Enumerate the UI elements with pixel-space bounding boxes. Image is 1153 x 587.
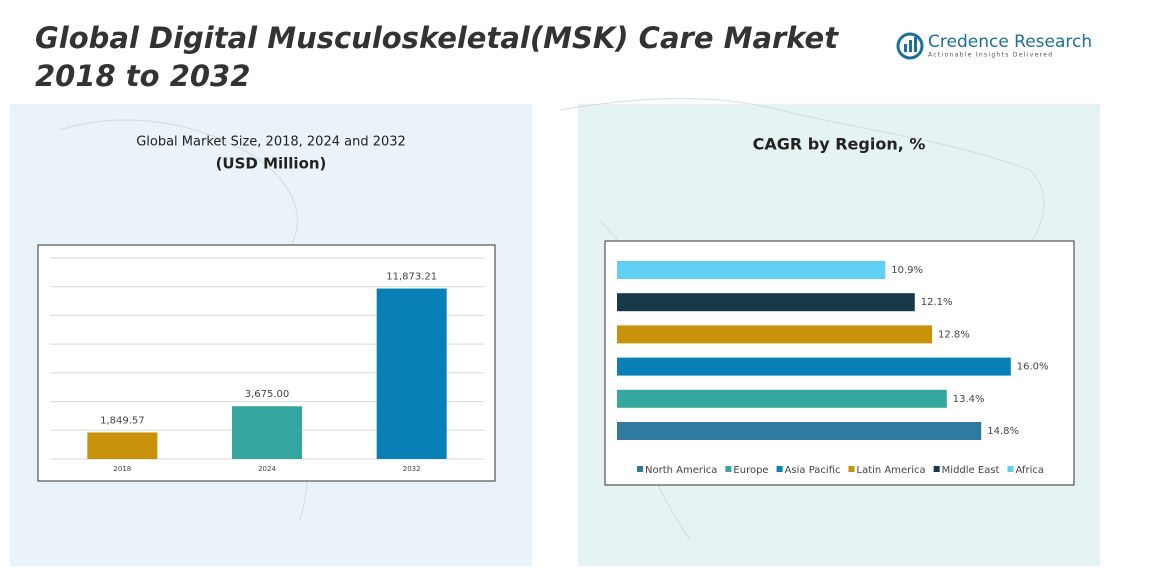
chart-subtitle: (USD Million): [216, 155, 327, 173]
x-tick-label: 2018: [113, 465, 131, 473]
legend-label: Middle East: [942, 465, 1000, 476]
legend-swatch: [776, 466, 783, 472]
legend-swatch: [933, 466, 940, 472]
logo-text: Credence Research: [928, 32, 1092, 52]
bar: [617, 325, 933, 344]
bar: [617, 293, 915, 312]
legend-swatch: [725, 466, 732, 472]
value-label: 13.4%: [953, 394, 985, 405]
page-title: 2018 to 2032: [35, 59, 250, 93]
bar: [232, 406, 302, 459]
legend-label: North America: [645, 465, 717, 476]
legend-swatch: [848, 466, 855, 472]
value-label: 10.9%: [891, 265, 923, 276]
bar: [617, 422, 982, 440]
bar: [87, 432, 158, 459]
bar: [376, 288, 447, 459]
value-label: 12.8%: [938, 329, 970, 340]
legend-label: Europe: [733, 465, 768, 476]
bar: [617, 261, 886, 279]
value-label: 14.8%: [987, 426, 1019, 437]
legend-label: Africa: [1015, 465, 1044, 476]
value-label: 16.0%: [1017, 362, 1049, 373]
legend-label: Asia Pacific: [785, 465, 841, 476]
x-tick-label: 2024: [258, 465, 276, 473]
value-label: 3,675.00: [245, 389, 290, 400]
value-label: 1,849.57: [100, 415, 145, 426]
legend-swatch: [1007, 466, 1014, 472]
bar: [617, 389, 947, 408]
chart-title: Global Market Size, 2018, 2024 and 2032: [136, 135, 406, 150]
logo-tagline: Actionable Insights Delivered: [928, 52, 1053, 59]
legend-swatch: [637, 466, 643, 472]
legend-label: Latin America: [857, 465, 926, 476]
x-tick-label: 2032: [403, 465, 421, 473]
page-title: Global Digital Musculoskeletal(MSK) Care…: [35, 21, 839, 55]
value-label: 11,873.21: [386, 272, 437, 283]
logo: Credence Research Actionable Insights De…: [896, 32, 1092, 60]
chart-title: CAGR by Region, %: [753, 135, 926, 154]
bar: [617, 357, 1011, 376]
value-label: 12.1%: [921, 297, 953, 308]
